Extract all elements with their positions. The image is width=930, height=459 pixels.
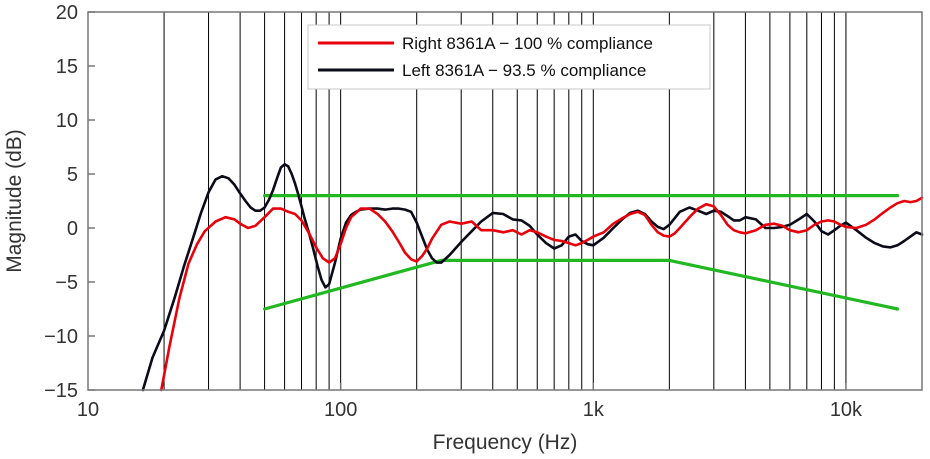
y-tick-label: −10 [44,326,78,348]
x-tick-label: 10k [830,399,863,421]
plot-frame [87,11,923,391]
y-axis-ticks: 20 15 10 5 0 −5 −10 −15 [44,2,95,402]
legend-label-right: Right 8361A − 100 % compliance [402,34,653,53]
x-tick-label: 100 [324,399,357,421]
y-tick-label: 5 [67,164,78,186]
y-tick-label: 10 [56,110,78,132]
y-tick-label: 20 [56,2,78,24]
x-axis-ticks: 10 100 1k 10k [77,383,863,421]
x-axis-title: Frequency (Hz) [433,431,578,454]
series-line-1 [141,163,924,392]
plot-series [141,163,924,392]
series-line-0 [160,196,924,392]
y-tick-label: 0 [67,218,78,240]
series-line-3 [263,258,900,311]
y-tick-label: 15 [56,56,78,78]
legend-box [307,24,711,90]
x-tick-label: 1k [583,399,605,421]
legend-label-left: Left 8361A − 93.5 % compliance [402,61,646,80]
y-tick-label: −5 [55,272,78,294]
legend: Right 8361A − 100 % compliance Left 8361… [307,24,711,90]
y-axis-title: Magnitude (dB) [3,129,26,273]
x-tick-label: 10 [77,399,99,421]
y-tick-label: −15 [44,380,78,402]
